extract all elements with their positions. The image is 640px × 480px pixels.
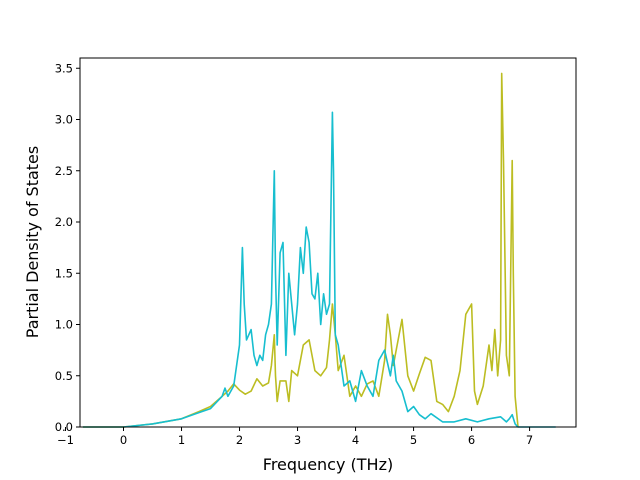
y-tick-label: 2.0: [55, 215, 73, 229]
x-tick-label: 0: [120, 433, 127, 447]
x-tick-label: 1: [178, 433, 185, 447]
plot-frame: [79, 57, 577, 428]
x-tick-label: 6: [468, 433, 475, 447]
y-tick-label: 0.0: [55, 420, 73, 434]
y-axis-label: Partial Density of States: [23, 146, 42, 338]
series-line: [82, 111, 556, 428]
y-tick-label: 3.0: [55, 113, 73, 127]
y-tick-label: 0.5: [55, 369, 73, 383]
plot-area: [80, 58, 576, 427]
y-tick-label: 1.0: [55, 318, 73, 332]
x-tick-label: −1: [57, 433, 74, 447]
x-axis-label: Frequency (THz): [263, 455, 393, 474]
y-tick-label: 1.5: [55, 266, 73, 280]
y-tick-label: 2.5: [55, 164, 73, 178]
x-tick-label: 2: [236, 433, 243, 447]
x-tick-label: 3: [294, 433, 301, 447]
series-group: [82, 72, 556, 428]
y-axis-ticks: 0.0 0.5 1.0 1.5 2.0 2.5 3.0 3.5: [55, 61, 80, 434]
x-axis-ticks: −1 0 1 2 3 4 5 6 7: [57, 427, 533, 447]
x-tick-label: 7: [526, 433, 533, 447]
x-tick-label: 4: [352, 433, 359, 447]
series-line: [82, 72, 519, 428]
y-tick-label: 3.5: [55, 61, 73, 75]
x-tick-label: 5: [410, 433, 417, 447]
